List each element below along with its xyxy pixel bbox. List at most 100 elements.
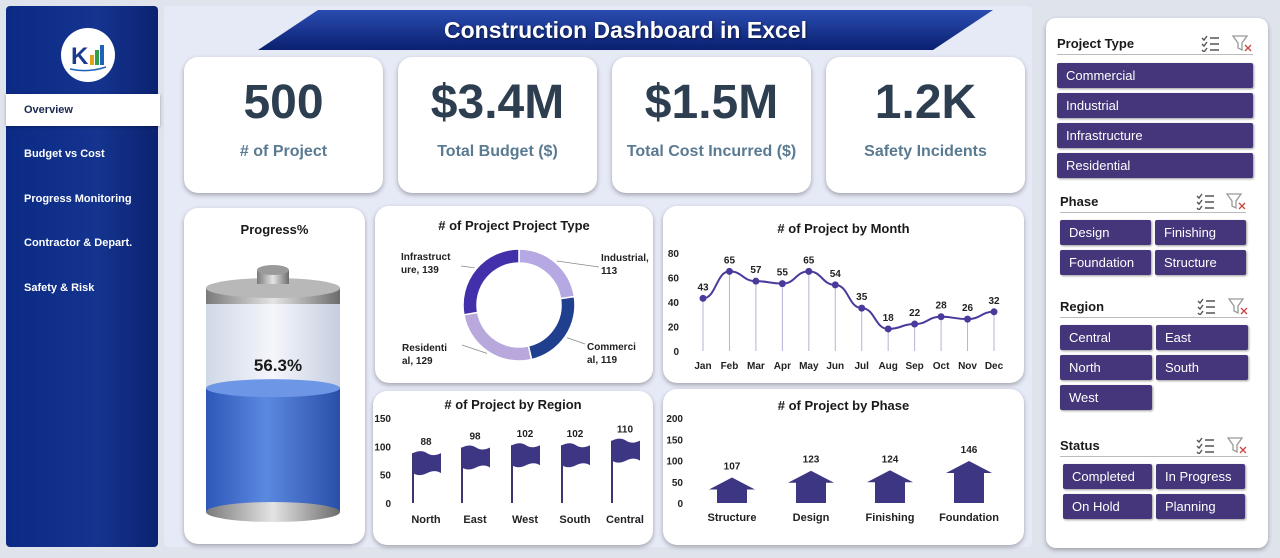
flag-bar bbox=[612, 438, 640, 463]
donut-leader-line bbox=[461, 344, 488, 354]
flag-bar bbox=[413, 451, 441, 476]
slicer-item-west[interactable]: West bbox=[1060, 385, 1152, 410]
slicer-divider bbox=[1060, 212, 1246, 213]
data-label: 65 bbox=[803, 255, 815, 266]
title-banner bbox=[258, 10, 993, 50]
phase-card: # of Project by Phase 0 50 100 150 200 107 Str… bbox=[663, 389, 1024, 545]
x-tick-label: South bbox=[559, 514, 590, 526]
data-label: 107 bbox=[724, 462, 741, 473]
x-tick-label: Oct bbox=[933, 361, 950, 372]
x-tick-label: North bbox=[411, 514, 441, 526]
y-tick-label: 50 bbox=[380, 471, 392, 482]
phase-chart: 0 50 100 150 200 107 Structure 123 Design 124 Fini… bbox=[666, 414, 999, 524]
clear-filter-icon[interactable] bbox=[1226, 192, 1246, 210]
phase-arrow bbox=[867, 470, 913, 503]
slicer-item-commercial[interactable]: Commercial bbox=[1057, 63, 1253, 88]
kpi-value: 500 bbox=[243, 76, 324, 129]
data-label: 57 bbox=[750, 265, 762, 276]
project-type-card: # of Project Project Type Industrial, 113… bbox=[375, 206, 653, 383]
slicer-item-on-hold[interactable]: On Hold bbox=[1063, 494, 1152, 519]
slicer-divider bbox=[1060, 317, 1248, 318]
data-point bbox=[831, 281, 839, 289]
page-title: Construction Dashboard in Excel bbox=[444, 17, 807, 43]
y-tick-label: 0 bbox=[677, 499, 683, 510]
x-tick-label: Jul bbox=[855, 361, 870, 372]
company-logo: K bbox=[61, 28, 115, 82]
multi-select-icon[interactable] bbox=[1196, 297, 1216, 315]
x-tick-label: East bbox=[463, 514, 487, 526]
data-label: 102 bbox=[567, 429, 584, 440]
kpi-value: $1.5M bbox=[644, 76, 779, 129]
multi-select-icon[interactable] bbox=[1195, 192, 1215, 210]
slicer-item-central[interactable]: Central bbox=[1060, 325, 1152, 350]
nav-budget-vs-cost[interactable]: Budget vs Cost bbox=[24, 148, 105, 160]
slicer-item-finishing[interactable]: Finishing bbox=[1155, 220, 1246, 245]
data-point bbox=[884, 325, 892, 333]
nav-contractor-depart[interactable]: Contractor & Depart. bbox=[24, 237, 133, 249]
slicer-item-north[interactable]: North bbox=[1060, 355, 1152, 380]
clear-filter-icon[interactable] bbox=[1227, 436, 1247, 454]
slicer-item-design[interactable]: Design bbox=[1060, 220, 1151, 245]
data-point bbox=[778, 280, 786, 288]
x-tick-label: Apr bbox=[774, 361, 791, 372]
battery-fill bbox=[206, 388, 340, 512]
y-tick-label: 60 bbox=[668, 274, 680, 285]
x-tick-label: Structure bbox=[708, 512, 757, 524]
slicer-item-planning[interactable]: Planning bbox=[1156, 494, 1245, 519]
donut-slice-infrastructure bbox=[462, 248, 520, 316]
slicer-divider bbox=[1057, 54, 1253, 55]
donut-data-label: Commerci al, 119 bbox=[587, 342, 636, 366]
slicer-label-phase: Phase bbox=[1060, 194, 1099, 209]
kpi-label: Total Budget ($) bbox=[437, 143, 558, 160]
data-label: 22 bbox=[909, 308, 921, 319]
slicer-item-completed[interactable]: Completed bbox=[1063, 464, 1152, 489]
donut-leader-line bbox=[566, 337, 586, 345]
slicer-item-residential[interactable]: Residential bbox=[1057, 153, 1253, 178]
line-chart: 0 20 40 60 80 43 Jan 65 Feb 57 Mar 55 Apr 65 May 54 Jun 3… bbox=[668, 249, 1004, 372]
region-chart: 0 50 100 150 88 North 98 East 102 West 102 South 110… bbox=[374, 414, 644, 526]
slicer-item-east[interactable]: East bbox=[1156, 325, 1248, 350]
battery-cap-top bbox=[206, 278, 340, 298]
nav-progress-monitoring[interactable]: Progress Monitoring bbox=[24, 193, 132, 205]
data-point bbox=[964, 315, 972, 323]
slicer-item-infrastructure[interactable]: Infrastructure bbox=[1057, 123, 1253, 148]
slicer-item-industrial[interactable]: Industrial bbox=[1057, 93, 1253, 118]
kpi-card-projects: 500 # of Project bbox=[184, 57, 383, 193]
clear-filter-icon[interactable] bbox=[1232, 34, 1252, 52]
data-label: 35 bbox=[856, 292, 868, 303]
nav-safety-risk[interactable]: Safety & Risk bbox=[24, 282, 95, 294]
multi-select-icon[interactable] bbox=[1200, 34, 1220, 52]
x-tick-label: Finishing bbox=[866, 512, 915, 524]
donut-title: # of Project Project Type bbox=[438, 218, 590, 233]
data-point bbox=[805, 267, 813, 275]
flag-bar bbox=[462, 445, 490, 470]
y-tick-label: 200 bbox=[666, 414, 683, 425]
donut-slice-industrial bbox=[518, 248, 576, 300]
donut-data-label: Infrastruct ure, 139 bbox=[401, 252, 451, 276]
y-tick-label: 100 bbox=[374, 442, 391, 453]
region-title: # of Project by Region bbox=[444, 397, 582, 412]
slicer-item-foundation[interactable]: Foundation bbox=[1060, 250, 1151, 275]
line-title: # of Project by Month bbox=[777, 221, 910, 236]
donut-data-label: Residenti al, 129 bbox=[402, 343, 447, 367]
clear-filter-icon[interactable] bbox=[1228, 297, 1248, 315]
logo-letter: K bbox=[71, 43, 89, 70]
x-tick-label: Central bbox=[606, 514, 644, 526]
donut-chart: Industrial, 113 Commerci al, 119 Residenti al… bbox=[401, 248, 649, 367]
slicer-label-project-type: Project Type bbox=[1057, 36, 1135, 51]
slicer-panel: Project Type Commercial Industrial Infra… bbox=[1046, 18, 1268, 548]
multi-select-icon[interactable] bbox=[1195, 436, 1215, 454]
slicer-item-structure[interactable]: Structure bbox=[1155, 250, 1246, 275]
slicer-item-south[interactable]: South bbox=[1156, 355, 1248, 380]
data-point bbox=[752, 277, 760, 285]
nav-overview[interactable]: Overview bbox=[6, 94, 160, 126]
data-label: 102 bbox=[517, 429, 534, 440]
x-tick-label: Jan bbox=[694, 361, 711, 372]
donut-slice-residential bbox=[462, 311, 533, 362]
donut-slice-commercial bbox=[527, 295, 576, 361]
data-point bbox=[858, 304, 866, 312]
slicer-item-in-progress[interactable]: In Progress bbox=[1156, 464, 1245, 489]
y-tick-label: 80 bbox=[668, 249, 680, 260]
data-label: 55 bbox=[777, 268, 789, 279]
data-point bbox=[911, 320, 919, 328]
